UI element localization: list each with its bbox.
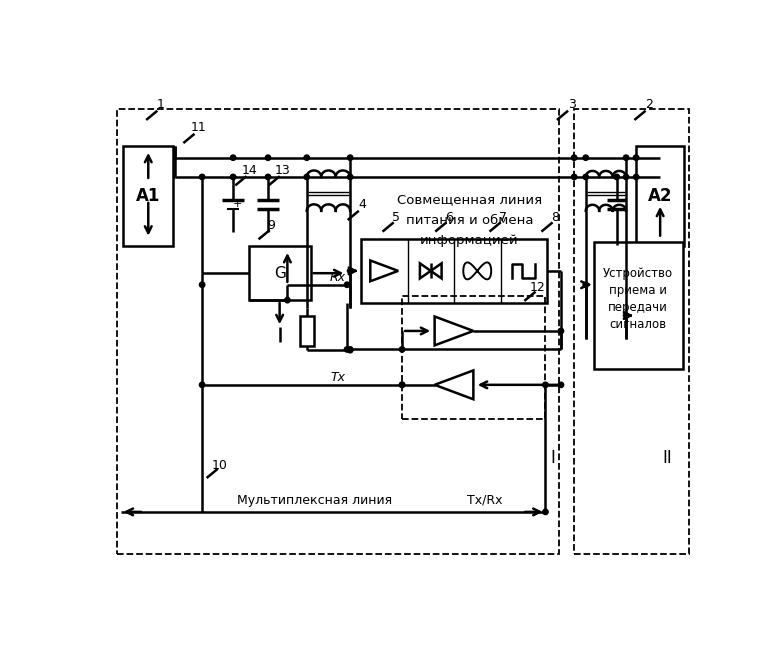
- Circle shape: [558, 382, 564, 388]
- Bar: [300, 316, 314, 346]
- Circle shape: [399, 382, 405, 388]
- Text: 1: 1: [157, 98, 165, 111]
- Circle shape: [265, 155, 271, 161]
- Text: Tx/Rx: Tx/Rx: [467, 494, 503, 507]
- Circle shape: [347, 268, 353, 274]
- Text: A2: A2: [648, 187, 672, 205]
- Text: 4: 4: [359, 198, 367, 211]
- Bar: [594, 242, 682, 370]
- Circle shape: [614, 174, 619, 180]
- Bar: [117, 109, 558, 554]
- Text: 11: 11: [190, 121, 206, 134]
- Circle shape: [633, 174, 639, 180]
- Circle shape: [623, 313, 629, 318]
- Text: сигналов: сигналов: [609, 318, 666, 330]
- Circle shape: [583, 174, 588, 180]
- Circle shape: [347, 348, 353, 353]
- Text: 14: 14: [242, 164, 257, 176]
- Text: 12: 12: [530, 280, 545, 294]
- Circle shape: [304, 174, 310, 180]
- Circle shape: [200, 282, 205, 288]
- Circle shape: [347, 347, 353, 352]
- Circle shape: [347, 174, 353, 180]
- Circle shape: [583, 282, 588, 288]
- Circle shape: [200, 382, 205, 388]
- Circle shape: [230, 155, 236, 161]
- Text: приема и: приема и: [608, 284, 667, 296]
- Circle shape: [285, 298, 290, 303]
- Text: передачи: передачи: [608, 300, 668, 314]
- Text: Устройство: Устройство: [603, 266, 672, 280]
- Circle shape: [633, 155, 639, 161]
- Circle shape: [265, 174, 271, 180]
- Circle shape: [623, 155, 629, 161]
- Bar: [361, 238, 547, 303]
- Text: A1: A1: [136, 187, 161, 205]
- Text: Мультиплексная линия: Мультиплексная линия: [237, 494, 392, 507]
- Bar: [123, 146, 173, 246]
- Text: 2: 2: [645, 98, 653, 111]
- Text: информацией: информацией: [420, 234, 519, 246]
- Circle shape: [623, 174, 629, 180]
- Bar: [249, 246, 310, 300]
- Text: Tx: Tx: [330, 371, 346, 384]
- Bar: [636, 146, 684, 246]
- Circle shape: [347, 155, 353, 161]
- Text: G: G: [274, 266, 285, 280]
- Circle shape: [399, 382, 405, 388]
- Text: 6: 6: [445, 211, 452, 224]
- Circle shape: [572, 174, 577, 180]
- Circle shape: [543, 509, 548, 515]
- Circle shape: [583, 155, 588, 161]
- Circle shape: [558, 328, 564, 334]
- Circle shape: [344, 347, 349, 352]
- Text: Совмещенная линия: Совмещенная линия: [397, 194, 542, 206]
- Text: Rx: Rx: [330, 270, 346, 284]
- Circle shape: [543, 382, 548, 388]
- Text: 8: 8: [551, 211, 558, 224]
- Text: II: II: [662, 449, 672, 467]
- Text: питания и обмена: питания и обмена: [406, 214, 534, 226]
- Bar: [574, 109, 689, 554]
- Text: 13: 13: [275, 164, 291, 176]
- Circle shape: [572, 155, 577, 161]
- Text: +: +: [233, 199, 243, 209]
- Circle shape: [344, 282, 349, 288]
- Text: I: I: [550, 449, 555, 467]
- Circle shape: [230, 174, 236, 180]
- Text: 10: 10: [212, 459, 228, 472]
- Circle shape: [399, 347, 405, 352]
- Text: 5: 5: [392, 211, 400, 224]
- Bar: [402, 296, 545, 420]
- Text: 9: 9: [268, 219, 275, 232]
- Text: 3: 3: [568, 98, 576, 111]
- Circle shape: [200, 174, 205, 180]
- Text: 7: 7: [499, 211, 507, 224]
- Circle shape: [304, 155, 310, 161]
